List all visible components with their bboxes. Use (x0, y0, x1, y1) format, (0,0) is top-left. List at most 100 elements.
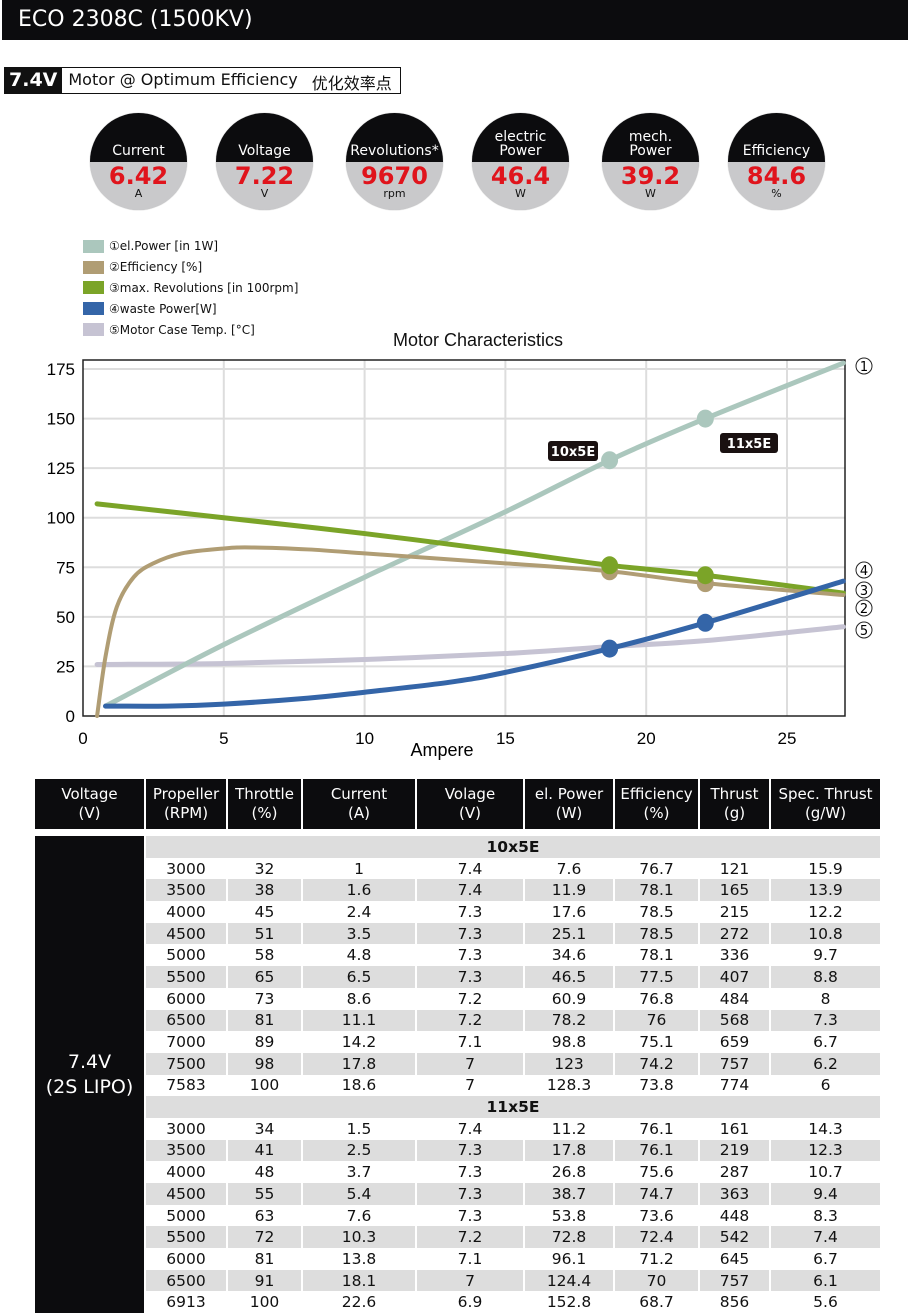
table-cell: 7.3 (457, 946, 483, 965)
table-cell: 6.2 (771, 1052, 880, 1075)
gauge-label-text: Revolutions* (350, 143, 439, 159)
table-cell: 7.3 (457, 902, 483, 921)
y-tick-label: 125 (47, 459, 75, 478)
series-end-marker: 2 (855, 599, 873, 617)
table-cell: 75.6 (639, 1163, 674, 1182)
table-cell: 72 (228, 1226, 301, 1249)
y-tick-label: 25 (56, 657, 75, 676)
table-cell: 152.8 (546, 1293, 592, 1312)
table-cell: 98.8 (551, 1033, 587, 1052)
table-cell: 73 (254, 989, 275, 1008)
table-cell: 14.2 (341, 1033, 377, 1052)
table-cell: 7 (417, 1052, 523, 1075)
table-cell: 76.1 (639, 1119, 674, 1138)
table-cell: 70 (615, 1269, 698, 1292)
table-cell: 10.8 (771, 922, 880, 945)
table-cell: 3000 (166, 859, 206, 878)
table-cell: 13.9 (771, 879, 880, 902)
gauge-value: 39.2 (620, 162, 681, 190)
legend-label: ⑤Motor Case Temp. [°C] (109, 322, 255, 337)
page-title: ECO 2308C (1500KV) (2, 0, 908, 40)
y-tick-label: 100 (47, 509, 75, 528)
table-row: 4500 55 5.4 7.3 38.7 74.7 363 9.4 (35, 1183, 880, 1205)
gauge-unit: W (515, 187, 526, 200)
gauge-unit: % (771, 187, 782, 200)
series-end-label: 1 (860, 360, 868, 375)
legend-swatch (83, 260, 104, 274)
subtitle-bar: 7.4V Motor @ Optimum Efficiency 优化效率点 (4, 67, 401, 94)
table-cell: 165 (700, 879, 769, 902)
table-cell: 7.3 (417, 966, 523, 988)
table-cell: 18.6 (341, 1076, 377, 1095)
table-cell: 219 (700, 1139, 769, 1162)
propeller-section-label: 10x5E (146, 836, 880, 858)
table-cell: 128.3 (546, 1076, 592, 1095)
table-cell: 7 (417, 1269, 523, 1292)
table-cell: 9.7 (813, 946, 838, 965)
table-cell: 7000 (166, 1033, 206, 1052)
table-cell: 2.5 (303, 1139, 415, 1162)
table-cell: 100 (249, 1076, 280, 1095)
table-cell: 15.9 (808, 859, 843, 878)
gauge-value: 9670 (361, 162, 428, 190)
table-cell: 68.7 (639, 1293, 674, 1312)
legend-item: ③max. Revolutions [in 100rpm] (83, 278, 298, 299)
table-cell: 4.8 (346, 946, 372, 965)
table-cell: 34.6 (551, 946, 587, 965)
table-cell: 8.8 (771, 966, 880, 988)
table-cell: 8.3 (813, 1206, 838, 1225)
annotation-label: 10x5E (551, 445, 595, 460)
gauge-voltage: Voltage 7.22 V (216, 113, 313, 210)
table-cell: 65 (228, 966, 301, 988)
legend-label: ④waste Power[W] (109, 301, 217, 316)
column-header: Efficiency (%) (615, 779, 698, 829)
table-cell: 12.2 (808, 902, 843, 921)
voltage-badge: 7.4V (5, 68, 63, 93)
gauge-label-text: mech. Power (628, 129, 673, 159)
gauge-label: Current (90, 113, 187, 162)
annotation-10x5E: 10x5E (548, 441, 598, 461)
table-cell: 76.1 (615, 1139, 698, 1162)
table-cell: 1 (354, 859, 364, 878)
column-header: Throttle (%) (228, 779, 301, 829)
gauge-label-text: electric Power (494, 129, 547, 159)
table-cell: 10.7 (808, 1163, 843, 1182)
table-cell: 73.8 (639, 1076, 674, 1095)
table-cell: 7.2 (417, 1009, 523, 1032)
table-cell: 7.3 (417, 922, 523, 945)
table-cell: 38 (228, 879, 301, 902)
table-cell: 34 (254, 1119, 275, 1138)
table-cell: 4000 (166, 1163, 206, 1182)
table-cell: 5000 (166, 946, 206, 965)
gauge-value: 6.42 (108, 162, 169, 190)
table-cell: 74.7 (615, 1183, 698, 1205)
table-cell: 71.2 (639, 1249, 674, 1268)
table-cell: 74.2 (615, 1052, 698, 1075)
table-cell: 3.5 (303, 922, 415, 945)
legend-item: ①el.Power [in 1W] (83, 236, 298, 257)
series-line-4 (103, 578, 846, 709)
table-row: 6000 73 8.6 7.2 60.9 76.8 484 8 (35, 988, 880, 1010)
table-cell: 6.9 (457, 1293, 483, 1312)
table-cell: 215 (719, 902, 750, 921)
table-cell: 7.3 (457, 1163, 483, 1182)
table-cell: 7.6 (556, 859, 582, 878)
table-row: 4000 48 3.7 7.3 26.8 75.6 287 10.7 (35, 1161, 880, 1183)
gauge-value: 7.22 (234, 162, 295, 190)
table-cell: 51 (228, 922, 301, 945)
gauge-mech-power: mech. Power 39.2 W (602, 113, 699, 210)
table-cell: 13.8 (341, 1249, 377, 1268)
annotation-label: 11x5E (727, 437, 771, 452)
series-end-label: 2 (860, 602, 868, 617)
table-cell: 77.5 (615, 966, 698, 988)
table-row: 5500 72 10.3 7.2 72.8 72.4 542 7.4 (35, 1226, 880, 1249)
y-tick-label: 0 (66, 707, 75, 726)
table-cell: 645 (719, 1249, 750, 1268)
table-cell: 484 (719, 989, 750, 1008)
table-cell: 5.4 (303, 1183, 415, 1205)
table-cell: 41 (228, 1139, 301, 1162)
table-row: 7500 98 17.8 7 123 74.2 757 6.2 (35, 1052, 880, 1075)
gauge-current: Current 6.42 A (90, 113, 187, 210)
table-cell: 7.1 (457, 1033, 483, 1052)
gauge-unit: A (134, 187, 143, 200)
